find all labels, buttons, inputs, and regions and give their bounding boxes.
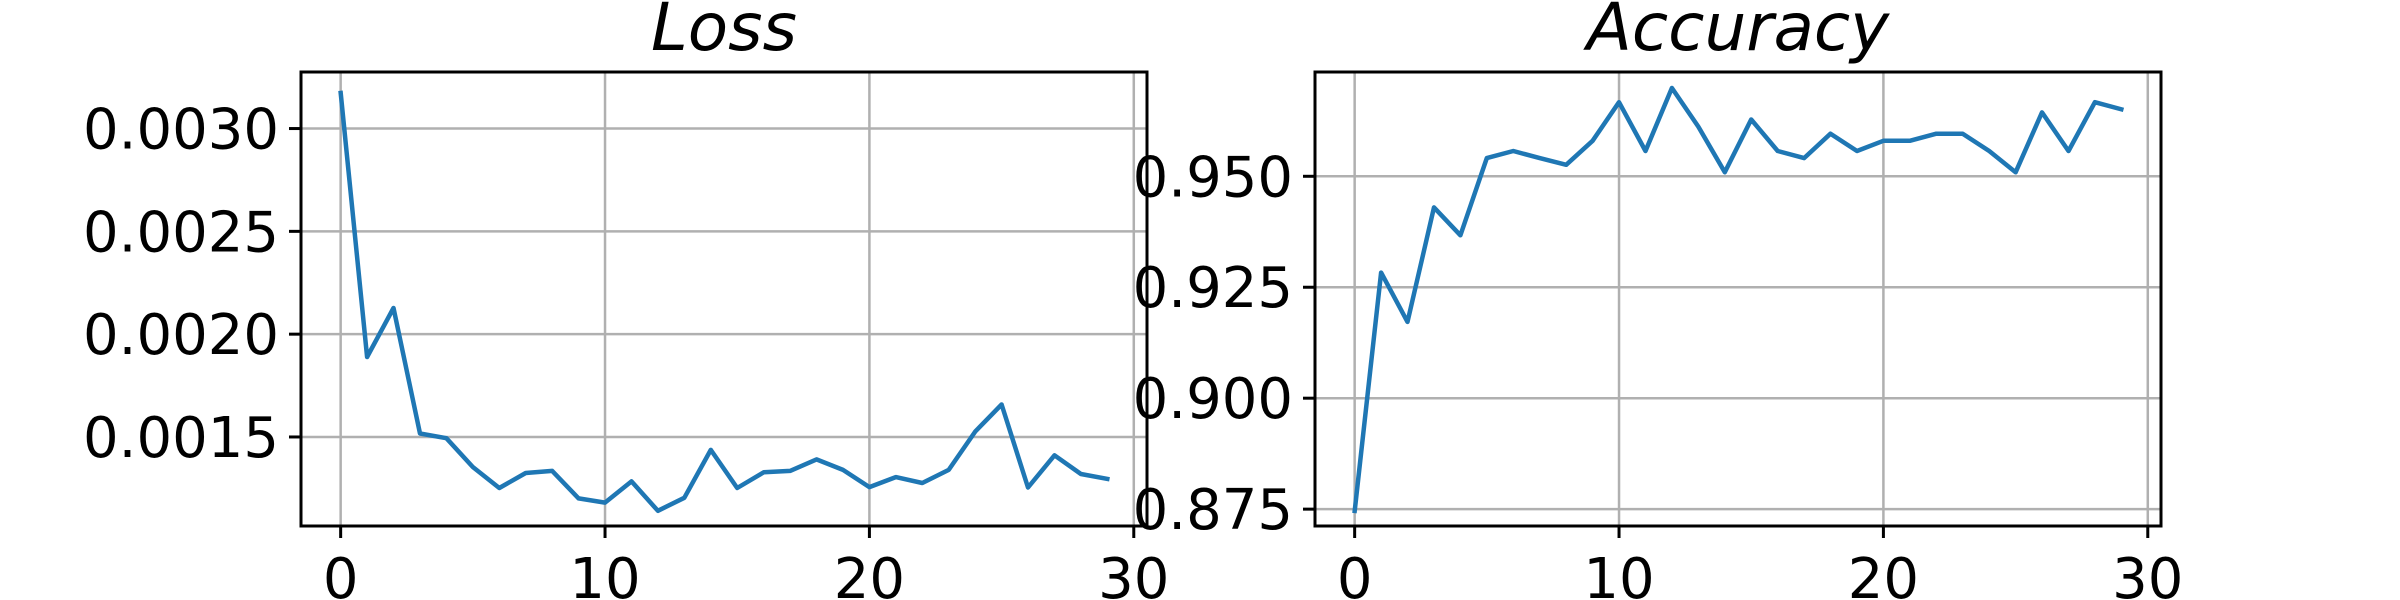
loss-y-tick-label: 0.0030: [83, 98, 279, 163]
loss-y-tick-label: 0.0015: [83, 406, 279, 471]
loss-x-tick-label: 20: [834, 547, 905, 600]
accuracy-x-tick-label: 20: [1848, 547, 1919, 600]
loss-x-tick-label: 0: [323, 547, 359, 600]
accuracy-chart-title: Accuracy: [1583, 0, 1890, 66]
loss-y-tick-label: 0.0025: [83, 200, 279, 265]
loss-chart: 0 10 20 30 0.0015 0.0020 0.0025 0.0030 Loss: [83, 0, 1169, 600]
accuracy-y-tick-label: 0.925: [1133, 256, 1293, 321]
accuracy-x-tick-label: 10: [1583, 547, 1654, 600]
accuracy-chart: 0 10 20 30 0.875 0.900 0.925 0.950 Accuracy: [1133, 0, 2184, 600]
loss-chart-title: Loss: [651, 0, 797, 66]
accuracy-y-tick-label: 0.950: [1133, 145, 1293, 210]
accuracy-y-tick-label: 0.900: [1133, 367, 1293, 432]
accuracy-series-line: [1352, 85, 2125, 514]
accuracy-x-tick-label: 30: [2112, 547, 2183, 600]
accuracy-axes-frame: [1313, 70, 2163, 528]
loss-y-tick-label: 0.0020: [83, 303, 279, 368]
loss-series-line: [338, 90, 1110, 514]
accuracy-y-tick-label: 0.875: [1133, 478, 1293, 543]
loss-x-tick-label: 10: [569, 547, 640, 600]
loss-x-tick-label: 30: [1098, 547, 1169, 600]
accuracy-x-tick-label: 0: [1337, 547, 1373, 600]
loss-axes-frame: [299, 70, 1149, 528]
